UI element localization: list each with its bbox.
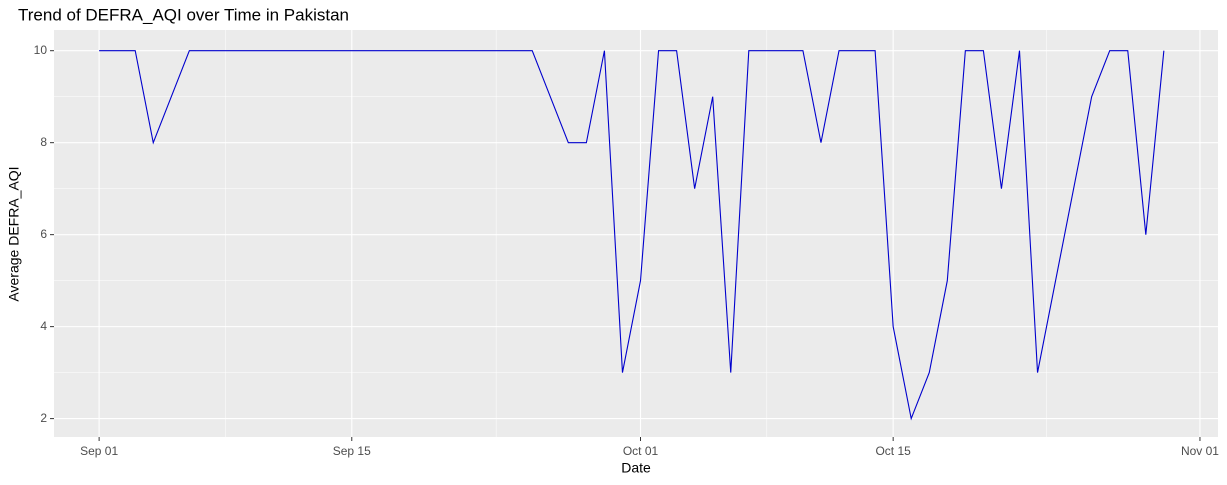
y-tick-label: 8 bbox=[40, 135, 47, 149]
y-tick-label: 10 bbox=[34, 43, 48, 57]
x-tick-label: Oct 15 bbox=[875, 444, 911, 458]
y-tick-label: 4 bbox=[40, 319, 47, 333]
x-axis-label: Date bbox=[621, 460, 651, 476]
chart-title: Trend of DEFRA_AQI over Time in Pakistan bbox=[18, 5, 349, 24]
data-line bbox=[99, 50, 1165, 421]
y-tick-label: 6 bbox=[40, 227, 47, 241]
plot-panel bbox=[54, 30, 1218, 437]
x-tick-label: Sep 01 bbox=[80, 444, 118, 458]
x-tick-label: Oct 01 bbox=[623, 444, 659, 458]
y-axis-label: Average DEFRA_AQI bbox=[6, 166, 22, 301]
x-tick-label: Nov 01 bbox=[1181, 444, 1219, 458]
y-tick-label: 2 bbox=[40, 411, 47, 425]
x-tick-label: Sep 15 bbox=[333, 444, 371, 458]
